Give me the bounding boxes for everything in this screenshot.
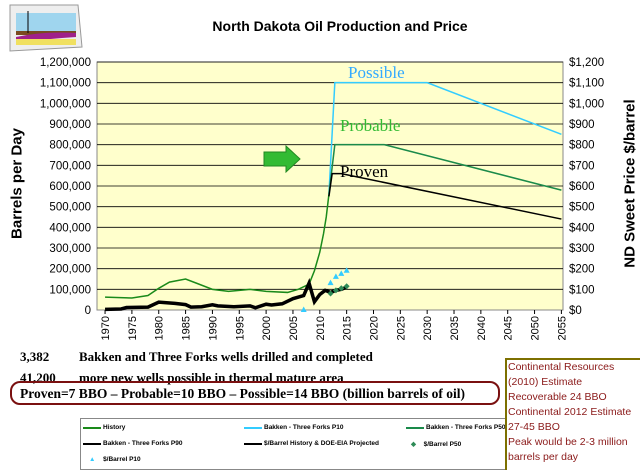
p10-price-marker: [327, 279, 334, 286]
y2-tick-label: $100: [569, 284, 595, 296]
x-tick-label: 2025: [395, 316, 407, 340]
x-tick-label: 1985: [181, 316, 193, 340]
note-line: Continental Resources: [508, 361, 615, 373]
legend-item: $/Barrel History & DOE-EIA Projected: [244, 440, 379, 447]
green-arrow-icon: [263, 144, 301, 174]
y2-tick-label: $900: [569, 119, 595, 131]
note-line: barrels per day: [508, 451, 579, 463]
p10-price-marker: [338, 270, 345, 276]
note-line: 27-45 BBO: [508, 421, 560, 433]
y-tick-label: 300,000: [49, 243, 91, 255]
p10-price-marker: [343, 267, 350, 273]
stat-value: 3,382: [20, 349, 50, 364]
y-tick-label: 700,000: [49, 160, 91, 172]
p10-price-marker: [332, 273, 339, 279]
y2-tick-label: $1,000: [569, 98, 604, 110]
y2-tick-label: $200: [569, 264, 595, 276]
series-line-4: [105, 277, 348, 312]
legend-item: Bakken - Three Forks P90: [83, 440, 182, 447]
reserves-summary: Proven=7 BBO – Probable=10 BBO – Possibl…: [10, 381, 500, 405]
legend: History Bakken - Three Forks P10 Bakken …: [80, 418, 512, 470]
x-tick-label: 2040: [476, 316, 488, 340]
y2-tick-label: $500: [569, 202, 595, 214]
legend-label: History: [103, 424, 126, 431]
x-tick-label: 1975: [127, 316, 139, 340]
x-tick-label: 2035: [449, 316, 461, 340]
continental-estimate-note: Continental Resources (2010) Estimate Re…: [505, 358, 640, 470]
y-tick-label: 800,000: [49, 140, 91, 152]
y-tick-label: 900,000: [49, 119, 91, 131]
y2-tick-label: $400: [569, 222, 595, 234]
p50-price-marker: [343, 283, 350, 290]
y2-tick-label: $600: [569, 181, 595, 193]
y-tick-label: 400,000: [49, 222, 91, 234]
chart-title: North Dakota Oil Production and Price: [212, 18, 468, 34]
series-line-3: [328, 172, 562, 220]
legend-label: Bakken - Three Forks P50: [426, 424, 506, 431]
p50-price-marker: [338, 285, 345, 292]
y2-tick-label: $700: [569, 160, 595, 172]
stat-text: Bakken and Three Forks wells drilled and…: [79, 349, 373, 364]
y-tick-label: 1,100,000: [40, 78, 91, 90]
y2-tick-label: $1,200: [569, 57, 604, 69]
note-line: Recoverable 24 BBO: [508, 391, 607, 403]
y2-tick-label: $300: [569, 243, 595, 255]
x-tick-label: 1990: [207, 316, 219, 340]
annotation-label: Possible: [348, 63, 405, 82]
nd-oil-gas-division-logo: [9, 4, 83, 52]
legend-item: ◆ $/Barrel P50: [411, 440, 462, 449]
legend-label: $/Barrel P50: [423, 440, 462, 448]
note-line: (2010) Estimate: [508, 376, 583, 388]
x-tick-label: 2045: [503, 316, 515, 340]
x-tick-label: 1970: [100, 316, 112, 340]
legend-item: ▲ $/Barrel P10: [89, 456, 141, 463]
y-tick-label: 1,000,000: [40, 98, 91, 110]
p10-price-marker: [300, 306, 307, 312]
x-tick-label: 2050: [530, 316, 542, 340]
y-tick-label: 0: [85, 305, 91, 317]
legend-item: History: [83, 424, 125, 431]
series-line-0: [105, 194, 330, 299]
note-line: Continental 2012 Estimate: [508, 406, 632, 418]
y-tick-label: 100,000: [49, 284, 91, 296]
legend-item: Bakken - Three Forks P50: [406, 424, 509, 431]
series-line-1: [328, 81, 562, 195]
y-tick-label: 500,000: [49, 202, 91, 214]
legend-label: Bakken - Three Forks P10: [264, 424, 344, 431]
x-tick-label: 2010: [315, 316, 327, 340]
chart: 0 $0 100,000 $100 200,000 $200 300,000 $300 400,…: [40, 57, 604, 340]
legend-item: Bakken - Three Forks P10: [244, 424, 343, 431]
legend-label: $/Barrel P10: [103, 456, 141, 463]
x-tick-label: 2015: [342, 316, 354, 340]
x-tick-label: 2055: [556, 316, 568, 340]
x-tick-label: 2020: [368, 316, 380, 340]
annotation-label: Proven: [340, 162, 389, 181]
y-tick-label: 1,200,000: [40, 57, 91, 69]
series-line-2: [328, 143, 562, 195]
p50-price-marker: [332, 287, 339, 294]
annotation-label: Probable: [340, 116, 400, 135]
x-tick-label: 1980: [154, 316, 166, 340]
p50-price-marker: [327, 290, 334, 297]
y2-tick-label: $1,100: [569, 78, 604, 90]
x-tick-label: 2005: [288, 316, 300, 340]
x-tick-label: 2030: [422, 316, 434, 340]
note-line: Peak would be 2-3 million: [508, 436, 628, 448]
y2-tick-label: $800: [569, 140, 595, 152]
legend-label: Bakken - Three Forks P90: [103, 440, 183, 447]
y-tick-label: 600,000: [49, 181, 91, 193]
legend-label: $/Barrel History & DOE-EIA Projected: [264, 440, 379, 447]
y-tick-label: 200,000: [49, 264, 91, 276]
x-tick-label: 1995: [234, 316, 246, 340]
x-tick-label: 2000: [261, 316, 273, 340]
y2-tick-label: $0: [569, 305, 582, 317]
